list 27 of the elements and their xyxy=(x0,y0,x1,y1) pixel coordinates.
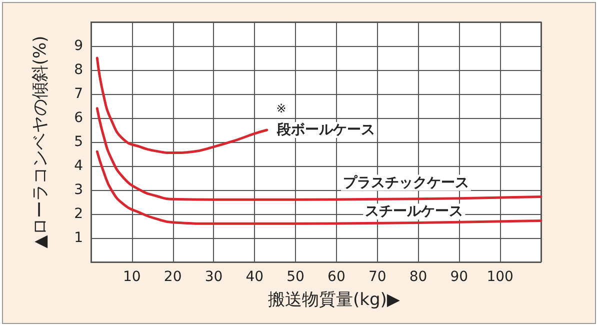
y-tick-label: 5 xyxy=(74,134,83,150)
x-tick-label: 70 xyxy=(368,269,386,285)
x-tick-label: 80 xyxy=(409,269,428,285)
y-tick-label: 2 xyxy=(74,206,83,222)
line-series xyxy=(96,150,542,225)
x-tick-label: 30 xyxy=(204,269,223,285)
x-tick-label: 50 xyxy=(286,269,304,285)
series-label: スチールケース xyxy=(365,204,464,220)
x-tick-label: 60 xyxy=(328,269,346,285)
x-tick-label: 100 xyxy=(486,269,514,285)
line-series xyxy=(96,56,268,154)
y-tick-label: 6 xyxy=(74,110,84,126)
y-axis-title: ▲ローラコンベヤの傾斜(%) xyxy=(30,36,50,248)
x-axis-title: 搬送物質量(kg)▶ xyxy=(267,289,401,311)
y-tick-label: 8 xyxy=(74,62,83,78)
y-tick-label: 3 xyxy=(74,182,83,198)
x-tick-label: 40 xyxy=(246,269,264,285)
y-tick-label: 9 xyxy=(74,38,83,54)
annotation: ※ xyxy=(276,101,286,116)
series-label: 段ボールケース xyxy=(276,122,376,138)
series-label: プラスチックケース xyxy=(343,174,469,191)
x-tick-label: 90 xyxy=(450,269,468,285)
x-tick-label: 20 xyxy=(164,269,182,285)
y-tick-label: 7 xyxy=(74,86,83,102)
x-tick-label: 10 xyxy=(122,269,141,285)
y-tick-label: 4 xyxy=(74,158,84,174)
y-tick-label: 1 xyxy=(74,230,83,246)
